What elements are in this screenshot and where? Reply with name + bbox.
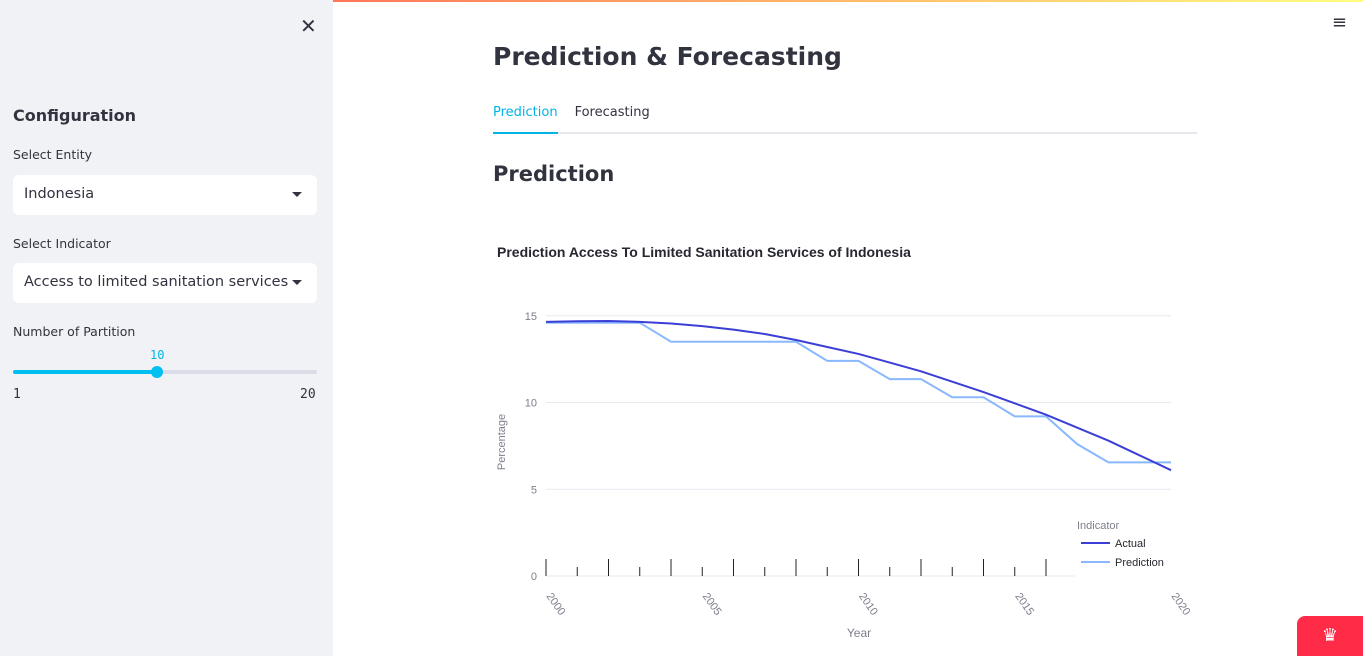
partition-label: Number of Partition — [13, 324, 136, 339]
indicator-select[interactable]: Access to limited sanitation services — [13, 263, 317, 303]
x-tick-label: 2005 — [700, 591, 724, 618]
chevron-down-icon — [292, 192, 302, 197]
y-tick-label: 5 — [531, 484, 537, 496]
chart-title: Prediction Access To Limited Sanitation … — [497, 244, 911, 260]
series-line-prediction — [546, 321, 1171, 464]
streamlit-crown-icon[interactable]: ♛ — [1297, 616, 1363, 656]
chevron-down-icon — [292, 280, 302, 285]
sidebar-heading: Configuration — [13, 106, 137, 125]
legend-title: Indicator — [1077, 520, 1120, 532]
indicator-label: Select Indicator — [13, 236, 111, 251]
page-title: Prediction & Forecasting — [493, 42, 842, 71]
y-tick-label: 15 — [525, 311, 537, 323]
section-title: Prediction — [493, 162, 615, 186]
slider-value: 10 — [150, 348, 165, 362]
entity-select[interactable]: Indonesia — [13, 175, 317, 215]
entity-label: Select Entity — [13, 147, 93, 162]
slider-fill — [13, 370, 157, 374]
x-tick-label: 2015 — [1012, 591, 1036, 618]
partition-slider[interactable] — [13, 366, 317, 378]
y-tick-label: 0 — [531, 571, 537, 583]
series-line-actual — [545, 319, 1172, 472]
slider-max: 20 — [300, 387, 316, 402]
slider-thumb[interactable] — [151, 366, 163, 378]
slider-min: 1 — [13, 387, 21, 402]
x-tick-label: 2020 — [1169, 591, 1193, 618]
legend-actual-label[interactable]: Actual — [1115, 538, 1146, 550]
close-sidebar-icon[interactable]: ✕ — [300, 14, 317, 38]
legend-prediction-label[interactable]: Prediction — [1115, 557, 1164, 569]
y-axis-label: Percentage — [496, 414, 508, 470]
sidebar: ✕ Configuration Select Entity Indonesia … — [0, 0, 333, 656]
indicator-value: Access to limited sanitation services — [24, 274, 289, 290]
x-axis-label: Year — [847, 626, 871, 640]
tab-bar: Prediction Forecasting — [493, 104, 1197, 134]
hamburger-menu-icon[interactable]: ≡ — [1331, 12, 1347, 33]
top-decoration-bar — [0, 0, 1363, 2]
tab-prediction[interactable]: Prediction — [493, 104, 558, 134]
x-tick-label: 2000 — [544, 591, 568, 618]
y-tick-label: 10 — [525, 398, 537, 410]
x-tick-label: 2010 — [856, 591, 880, 618]
tab-forecasting[interactable]: Forecasting — [574, 105, 650, 120]
entity-value: Indonesia — [24, 186, 95, 202]
